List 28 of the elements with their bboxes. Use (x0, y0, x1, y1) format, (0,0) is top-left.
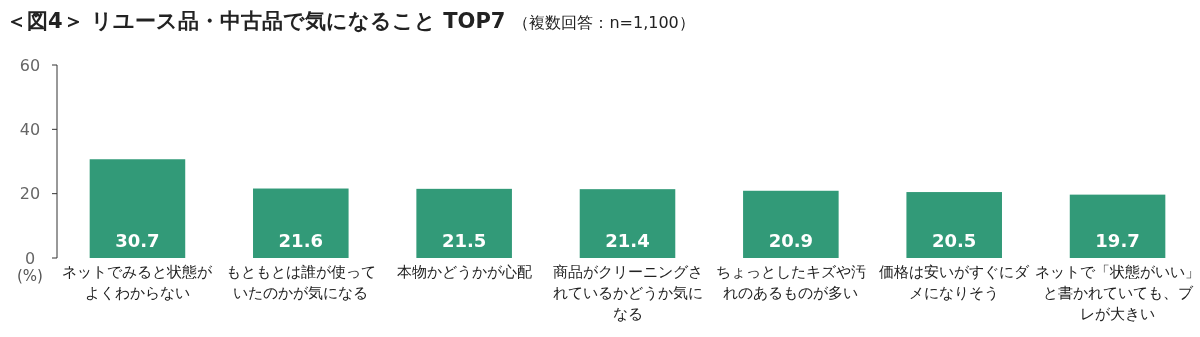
chart-title: ＜図4＞ リユース品・中古品で気になること TOP7 (6, 9, 506, 33)
x-tick-label: 商品がクリーニングされているかどうか気になる (552, 264, 703, 322)
y-tick-label: 20 (19, 184, 41, 204)
data-label: 19.7 (1095, 230, 1140, 251)
data-label: 21.5 (441, 230, 487, 251)
data-label: 21.4 (605, 230, 650, 251)
x-tick-label: ネットでみると状態がよくわからない (62, 264, 214, 301)
y-tick-label: 0 (24, 248, 36, 268)
x-tick-label: もともとは誰が使っていたのかが気になる (225, 264, 376, 301)
data-label: 21.6 (278, 230, 324, 251)
chart-subtitle: （複数回答：n=1,100） (513, 13, 695, 32)
bar (579, 189, 676, 258)
bar (89, 159, 186, 258)
bar (743, 190, 839, 258)
bar (1069, 194, 1166, 258)
data-label: 20.5 (931, 230, 977, 251)
bar (253, 188, 349, 258)
data-label: 20.9 (768, 230, 814, 251)
y-axis-title: (%) (17, 267, 43, 285)
x-tick-label: ちょっとしたキズや汚れのあるものが多い (715, 264, 866, 301)
x-tick-label: ネットで「状態がいい」と書かれていても、ブレが大きい (1035, 264, 1200, 322)
bar (906, 192, 1002, 258)
x-tick-label: 本物かどうかが心配 (396, 264, 532, 280)
bar (416, 188, 512, 258)
y-tick-label: 40 (19, 119, 41, 139)
data-label: 30.7 (115, 230, 160, 251)
x-tick-label: 価格は安いがすぐにダメになりそう (879, 264, 1031, 301)
y-tick-label: 60 (19, 55, 41, 75)
